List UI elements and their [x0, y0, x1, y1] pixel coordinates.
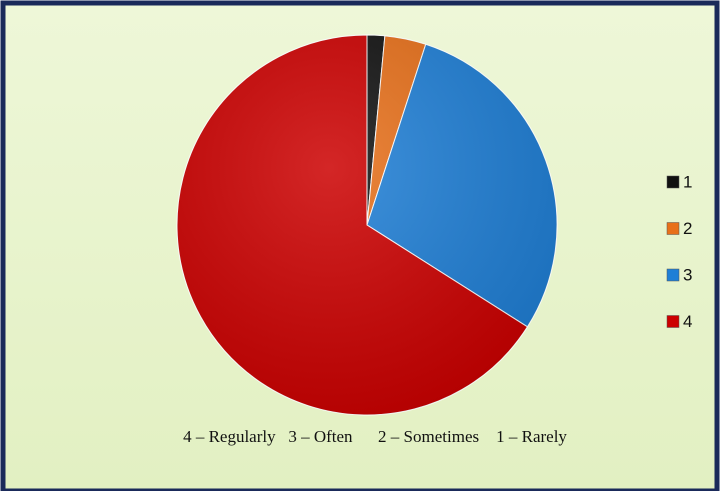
legend-label: 4: [683, 312, 692, 331]
legend-label: 3: [683, 265, 692, 284]
legend: 1 2 3 4: [666, 172, 692, 331]
legend-swatch: [666, 315, 680, 328]
legend-swatch: [666, 268, 680, 282]
annotation: 4 – Regularly 3 – Often 2 – Sometimes 1 …: [183, 427, 567, 446]
legend-label: 2: [683, 219, 692, 238]
legend-label: 1: [683, 172, 692, 191]
legend-swatch: [666, 175, 680, 189]
pie: [176, 34, 558, 416]
legend-swatch: [666, 222, 680, 235]
